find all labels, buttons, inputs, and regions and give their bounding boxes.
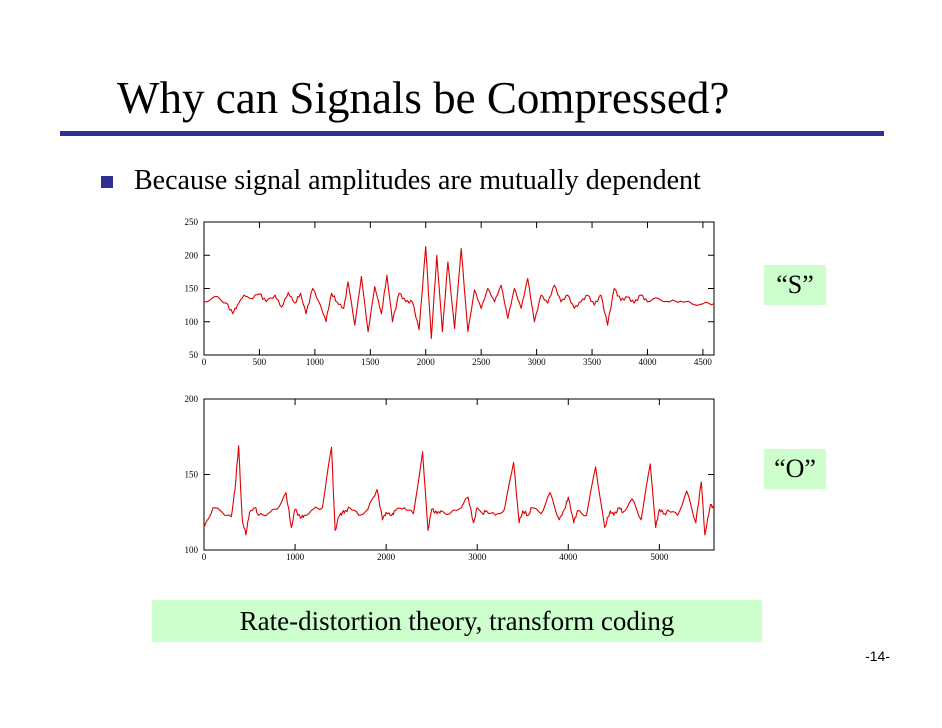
x-tick-label: 2000 (417, 357, 436, 367)
x-tick-label: 3000 (468, 552, 487, 562)
x-tick-label: 1500 (361, 357, 380, 367)
x-tick-label: 0 (202, 357, 207, 367)
bullet-square-icon (101, 176, 113, 188)
signal-series-line (203, 445, 715, 536)
y-tick-label: 200 (185, 394, 199, 404)
chart-frame (203, 398, 715, 551)
x-tick-label: 1000 (286, 552, 305, 562)
y-tick-label: 150 (185, 284, 199, 294)
title-underline (60, 131, 884, 136)
y-tick-label: 250 (185, 217, 199, 227)
label-s-box: “S” (764, 265, 826, 305)
y-tick-label: 50 (189, 350, 199, 360)
x-tick-label: 5000 (650, 552, 669, 562)
label-o-box: “O” (764, 449, 826, 489)
y-tick-label: 200 (185, 250, 199, 260)
x-tick-label: 4000 (559, 552, 578, 562)
x-tick-label: 0 (202, 552, 207, 562)
summary-box: Rate-distortion theory, transform coding (152, 600, 762, 642)
y-tick-label: 100 (185, 317, 199, 327)
x-tick-label: 4000 (638, 357, 657, 367)
x-tick-label: 500 (253, 357, 267, 367)
y-tick-label: 100 (185, 545, 199, 555)
x-tick-label: 2500 (472, 357, 491, 367)
x-tick-label: 4500 (694, 357, 713, 367)
signal-series-line (204, 246, 715, 339)
page-number: -14- (865, 648, 890, 664)
y-tick-label: 150 (185, 470, 199, 480)
x-tick-label: 2000 (377, 552, 396, 562)
chart-frame (203, 221, 715, 356)
x-tick-label: 3000 (528, 357, 547, 367)
x-tick-label: 3500 (583, 357, 602, 367)
slide-title: Why can Signals be Compressed? (117, 73, 730, 123)
bullet-text: Because signal amplitudes are mutually d… (134, 165, 701, 196)
x-tick-label: 1000 (306, 357, 325, 367)
